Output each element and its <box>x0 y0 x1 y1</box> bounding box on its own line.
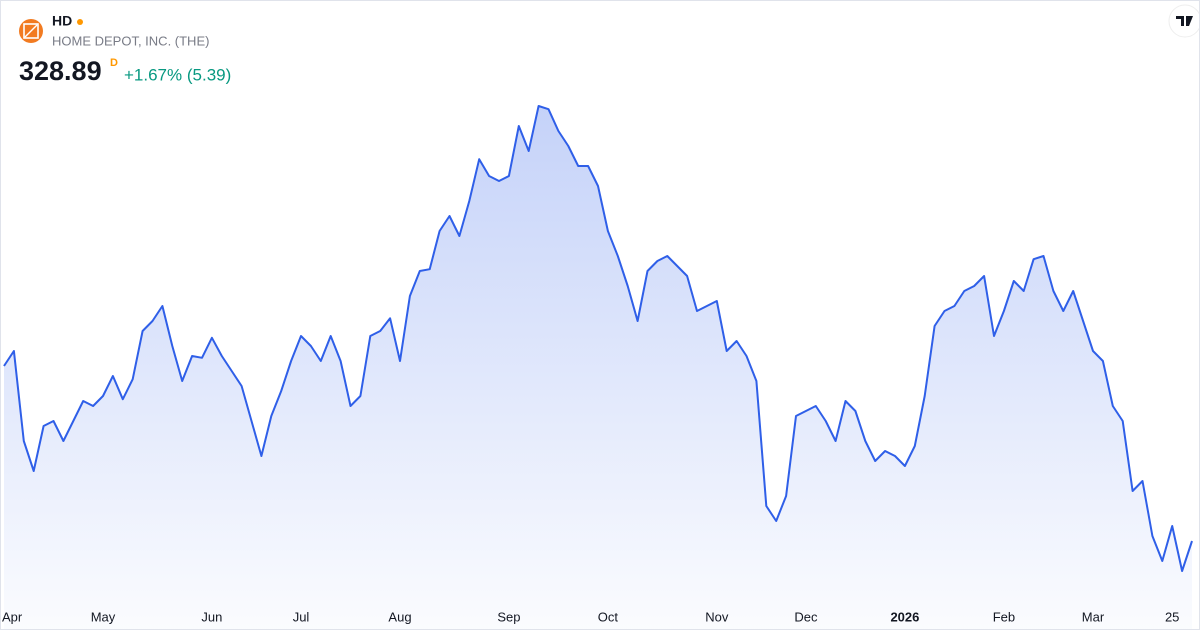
x-tick-label: Aug <box>388 609 411 624</box>
x-tick-label: Oct <box>598 609 619 624</box>
x-tick-label: 25 <box>1165 609 1179 624</box>
x-tick-label: Dec <box>794 609 818 624</box>
price: 328.89 <box>19 56 102 86</box>
x-tick-label: May <box>91 609 116 624</box>
price-change: +1.67% (5.39) <box>124 65 231 84</box>
x-tick-label: Mar <box>1082 609 1105 624</box>
x-tick-label: Feb <box>993 609 1015 624</box>
x-tick-label: Apr <box>2 609 23 624</box>
x-tick-label: Sep <box>497 609 520 624</box>
price-line <box>3 105 1193 572</box>
logo <box>19 19 43 43</box>
area-fill <box>4 106 1192 629</box>
status-dot <box>77 19 83 25</box>
x-tick-label: Jul <box>293 609 310 624</box>
ticker: HD <box>52 13 72 29</box>
x-tick-label: Nov <box>705 609 729 624</box>
brand-logo <box>1168 4 1199 38</box>
company-name: HOME DEPOT, INC. (THE) <box>52 33 209 48</box>
x-tick-label: Jun <box>201 609 222 624</box>
x-tick-label: 2026 <box>890 609 919 624</box>
price-flag: D <box>110 57 118 69</box>
